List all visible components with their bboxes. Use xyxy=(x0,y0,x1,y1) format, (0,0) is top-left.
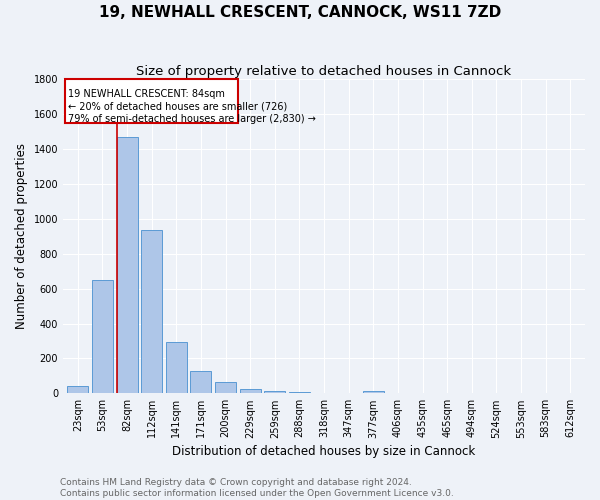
Bar xyxy=(239,390,260,394)
Bar xyxy=(190,370,211,394)
X-axis label: Distribution of detached houses by size in Cannock: Distribution of detached houses by size … xyxy=(172,444,476,458)
Title: Size of property relative to detached houses in Cannock: Size of property relative to detached ho… xyxy=(136,65,512,78)
Bar xyxy=(265,390,285,394)
Bar xyxy=(116,137,137,394)
Text: 79% of semi-detached houses are larger (2,830) →: 79% of semi-detached houses are larger (… xyxy=(68,114,316,124)
Bar xyxy=(289,392,310,394)
Text: ← 20% of detached houses are smaller (726): ← 20% of detached houses are smaller (72… xyxy=(68,102,287,112)
Bar xyxy=(141,230,162,394)
Y-axis label: Number of detached properties: Number of detached properties xyxy=(15,143,28,329)
FancyBboxPatch shape xyxy=(65,79,238,123)
Text: 19 NEWHALL CRESCENT: 84sqm: 19 NEWHALL CRESCENT: 84sqm xyxy=(68,89,225,99)
Bar xyxy=(363,391,384,394)
Bar xyxy=(314,393,334,394)
Text: Contains HM Land Registry data © Crown copyright and database right 2024.
Contai: Contains HM Land Registry data © Crown c… xyxy=(60,478,454,498)
Bar xyxy=(166,342,187,394)
Bar xyxy=(215,382,236,394)
Text: 19, NEWHALL CRESCENT, CANNOCK, WS11 7ZD: 19, NEWHALL CRESCENT, CANNOCK, WS11 7ZD xyxy=(99,5,501,20)
Bar xyxy=(92,280,113,394)
Bar xyxy=(67,386,88,394)
